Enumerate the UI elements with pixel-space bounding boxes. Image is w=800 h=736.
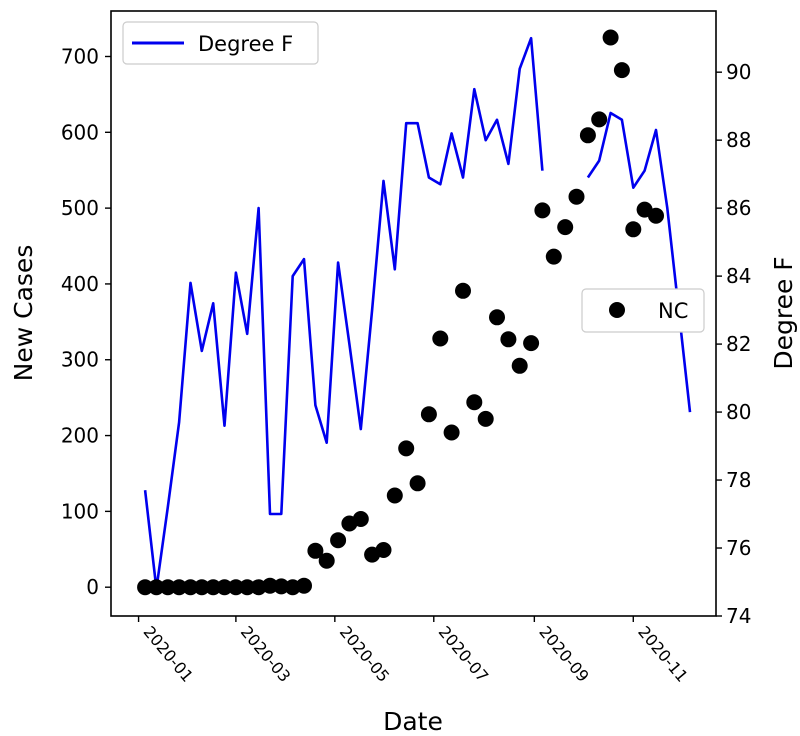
nc-point-30 bbox=[466, 394, 483, 411]
y-right-tick-label-7: 86 bbox=[726, 196, 751, 220]
plot-content bbox=[137, 29, 692, 596]
plot-frame bbox=[110, 10, 717, 617]
nc-point-2 bbox=[148, 579, 165, 596]
nc-point-22 bbox=[375, 542, 392, 558]
nc-point-39 bbox=[568, 188, 585, 205]
x-tick-label-6: 2020-11 bbox=[634, 622, 692, 685]
y-axis-right-label: Degree F bbox=[769, 256, 798, 369]
y-axis-right: 74 76 78 80 82 84 86 88 90 bbox=[716, 60, 751, 628]
nc-point-31 bbox=[477, 410, 494, 427]
degree-f-line-segment-2 bbox=[586, 111, 692, 413]
x-tick-label-4: 2020-07 bbox=[435, 622, 493, 685]
y-right-tick-label-5: 82 bbox=[726, 332, 751, 356]
nc-point-41 bbox=[591, 111, 608, 128]
y-right-tick-label-2: 76 bbox=[726, 536, 751, 560]
y-left-tick-label-1: 0 bbox=[86, 575, 99, 599]
nc-point-17 bbox=[318, 552, 335, 569]
degree-f-line-segment-1 bbox=[143, 36, 544, 591]
nc-point-46 bbox=[648, 207, 664, 224]
nc-point-5 bbox=[182, 579, 199, 596]
nc-point-23 bbox=[386, 487, 403, 504]
nc-point-1 bbox=[137, 579, 154, 596]
y-left-tick-label-2: 100 bbox=[61, 499, 99, 523]
nc-point-35 bbox=[523, 335, 540, 352]
y-left-tick-label-8: 700 bbox=[61, 44, 99, 68]
y-left-tick-label-6: 500 bbox=[61, 196, 99, 220]
nc-point-16 bbox=[307, 542, 324, 559]
nc-point-33 bbox=[500, 331, 517, 348]
nc-point-44 bbox=[625, 221, 642, 238]
nc-point-43 bbox=[613, 62, 630, 79]
nc-point-20 bbox=[352, 511, 369, 527]
nc-point-24 bbox=[398, 440, 415, 457]
nc-point-13 bbox=[273, 578, 290, 595]
nc-point-9 bbox=[227, 579, 244, 596]
nc-point-25 bbox=[409, 475, 426, 492]
nc-point-12 bbox=[262, 577, 278, 594]
nc-point-26 bbox=[420, 406, 437, 423]
x-axis-label: Date bbox=[383, 707, 443, 736]
nc-point-6 bbox=[193, 579, 210, 596]
x-tick-label-3: 2020-05 bbox=[336, 622, 394, 685]
legend-degree-f-box bbox=[122, 21, 319, 65]
nc-point-8 bbox=[216, 579, 233, 596]
x-tick-label-1: 2020-01 bbox=[140, 622, 198, 685]
legend-degree-f-label: Degree F bbox=[198, 32, 293, 56]
x-tick-label-5: 2020-09 bbox=[535, 622, 593, 685]
y-right-tick-label-8: 88 bbox=[726, 128, 751, 152]
nc-point-42 bbox=[602, 29, 619, 46]
nc-point-28 bbox=[443, 424, 460, 441]
nc-point-40 bbox=[579, 127, 596, 144]
nc-point-3 bbox=[159, 579, 176, 596]
y-left-tick-label-4: 300 bbox=[61, 348, 99, 372]
y-right-tick-label-1: 74 bbox=[726, 604, 751, 628]
nc-point-4 bbox=[171, 579, 188, 596]
nc-point-10 bbox=[239, 579, 256, 596]
nc-point-7 bbox=[205, 579, 222, 596]
y-left-tick-label-7: 600 bbox=[61, 120, 99, 144]
y-axis-left-label: New Cases bbox=[9, 245, 38, 382]
y-right-tick-label-4: 80 bbox=[726, 400, 751, 424]
legend-nc-marker bbox=[609, 302, 625, 318]
nc-point-34 bbox=[511, 357, 528, 374]
y-right-tick-label-9: 90 bbox=[726, 60, 751, 84]
y-left-tick-label-5: 400 bbox=[61, 272, 99, 296]
y-right-tick-label-6: 84 bbox=[726, 264, 751, 288]
x-axis: 2020-01 2020-03 2020-05 2020-07 2020-09 2020-… bbox=[137, 616, 692, 686]
nc-point-32 bbox=[489, 309, 505, 326]
legend-nc: NC bbox=[581, 288, 705, 333]
legend-nc-box bbox=[581, 288, 705, 333]
x-tick-label-2: 2020-03 bbox=[237, 622, 295, 685]
nc-point-37 bbox=[545, 248, 562, 265]
y-left-tick-label-3: 200 bbox=[61, 424, 99, 448]
nc-point-18 bbox=[330, 532, 347, 549]
y-right-tick-label-3: 78 bbox=[726, 468, 751, 492]
y-axis-left: 0 100 200 300 400 500 600 700 bbox=[61, 44, 111, 599]
nc-point-27 bbox=[432, 330, 449, 347]
nc-point-15 bbox=[296, 577, 312, 594]
nc-point-36 bbox=[534, 202, 551, 219]
legend-nc-label: NC bbox=[658, 299, 688, 323]
nc-point-38 bbox=[557, 219, 574, 236]
nc-point-29 bbox=[455, 282, 471, 299]
legend-degree-f: Degree F bbox=[122, 21, 319, 65]
